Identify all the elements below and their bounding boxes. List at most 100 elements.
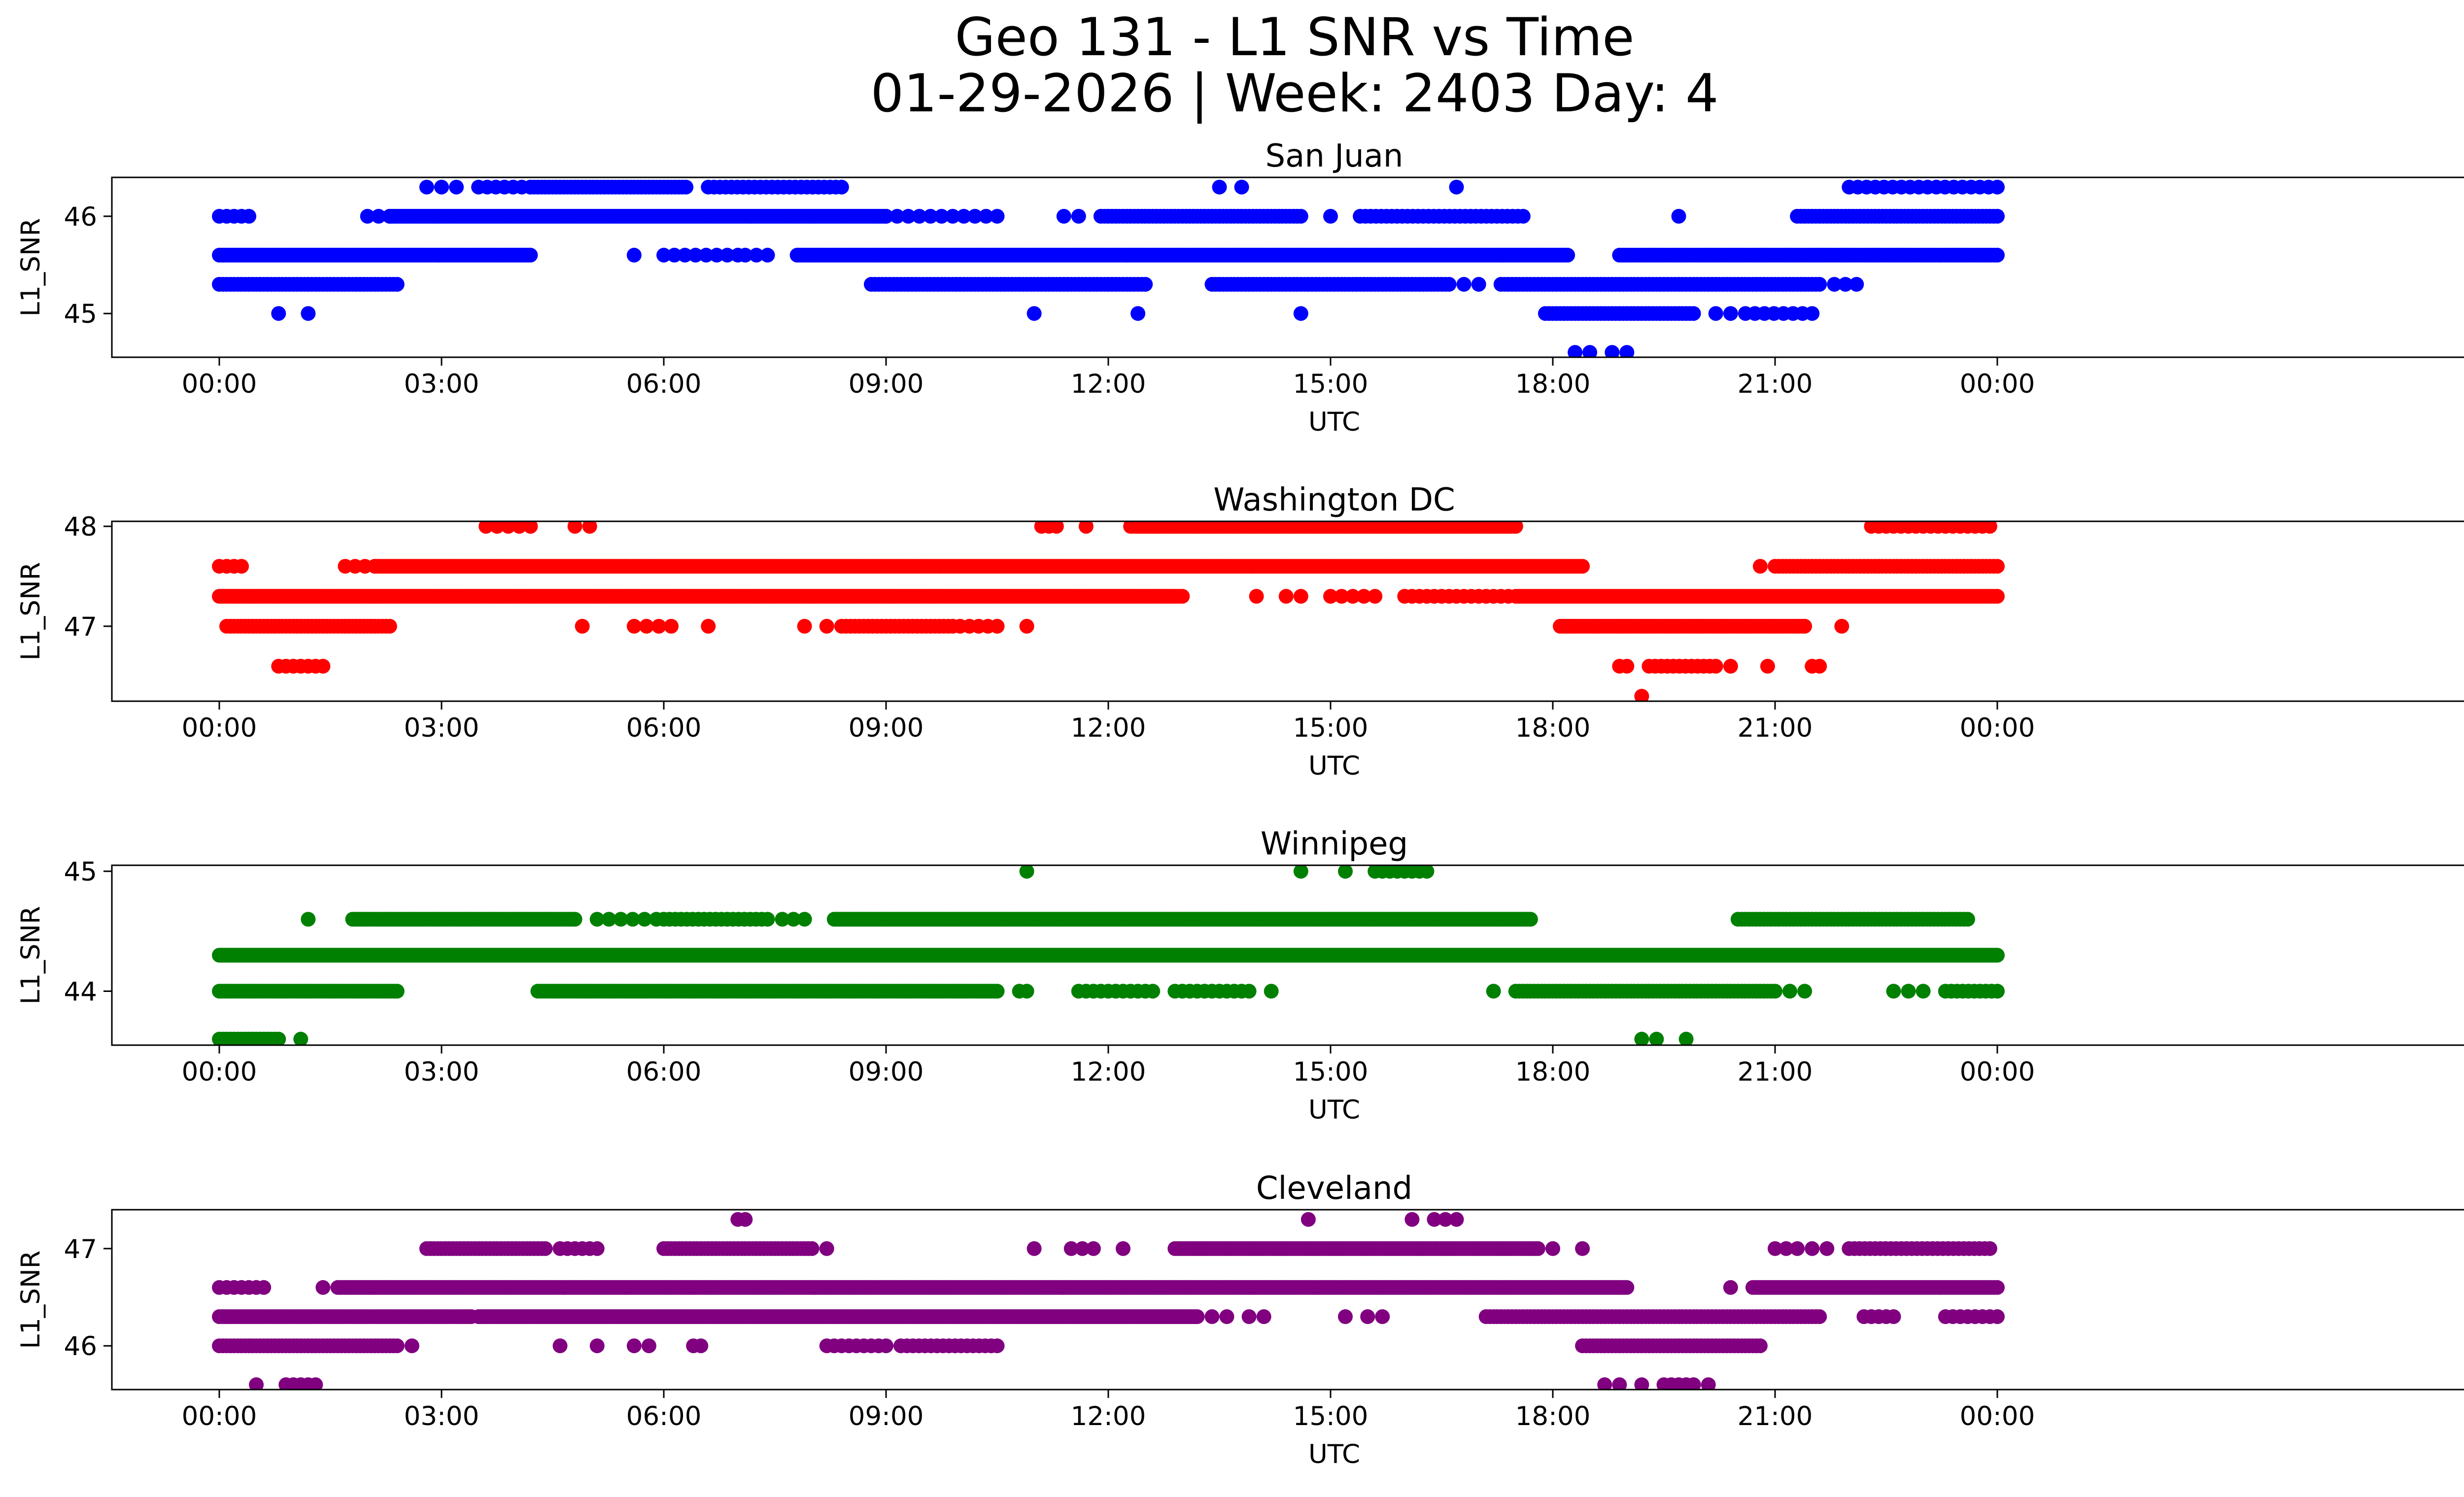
data-point bbox=[271, 306, 286, 321]
y-tick-label: 46 bbox=[64, 202, 97, 232]
y-axis-label: L1_SNR bbox=[16, 562, 46, 661]
data-point bbox=[1264, 984, 1279, 999]
x-tick-label: 06:00 bbox=[626, 369, 702, 399]
axes-frame bbox=[112, 177, 2464, 357]
data-point bbox=[1027, 306, 1042, 321]
data-point bbox=[1449, 180, 1464, 195]
data-point bbox=[1419, 864, 1434, 879]
x-tick-label: 00:00 bbox=[182, 713, 257, 743]
data-point bbox=[760, 912, 775, 927]
scatter-series bbox=[212, 519, 2005, 704]
data-point bbox=[1723, 306, 1738, 321]
data-point bbox=[1753, 559, 1768, 574]
y-axis-label: L1_SNR bbox=[16, 218, 46, 317]
panel-title: San Juan bbox=[1266, 138, 1403, 174]
data-point bbox=[1516, 209, 1531, 224]
data-point bbox=[1560, 248, 1575, 263]
data-point bbox=[390, 984, 405, 999]
x-tick-label: 21:00 bbox=[1738, 369, 1813, 399]
data-point bbox=[1242, 984, 1257, 999]
data-point bbox=[760, 248, 775, 263]
data-point bbox=[301, 912, 315, 927]
data-point bbox=[1294, 209, 1308, 224]
data-point bbox=[1368, 589, 1382, 604]
x-tick-label: 15:00 bbox=[1293, 369, 1369, 399]
data-point bbox=[1990, 209, 2005, 224]
data-point bbox=[1294, 589, 1308, 604]
data-point bbox=[1723, 659, 1738, 674]
data-point bbox=[797, 619, 812, 634]
panels-container: San Juan 00:00 03:00 06:00 09:00 12:00 15:00 18… bbox=[16, 138, 2464, 1469]
x-tick-label: 12:00 bbox=[1071, 369, 1146, 399]
data-point bbox=[1234, 180, 1249, 195]
x-tick-label: 18:00 bbox=[1515, 369, 1591, 399]
data-point bbox=[1990, 559, 2005, 574]
data-point bbox=[241, 209, 256, 224]
data-point bbox=[1130, 306, 1145, 321]
data-point bbox=[1175, 589, 1190, 604]
x-tick-label: 12:00 bbox=[1071, 713, 1146, 743]
panel-title: Washington DC bbox=[1213, 482, 1455, 518]
x-tick-label: 09:00 bbox=[849, 713, 924, 743]
x-tick-label: 00:00 bbox=[1960, 713, 2035, 743]
data-point bbox=[1249, 589, 1264, 604]
scatter-series bbox=[212, 180, 2005, 360]
data-point bbox=[1805, 306, 1819, 321]
data-point bbox=[1619, 659, 1634, 674]
data-point bbox=[1057, 209, 1071, 224]
data-point bbox=[1990, 180, 2005, 195]
x-tick-label: 09:00 bbox=[849, 369, 924, 399]
data-point bbox=[382, 619, 397, 634]
data-point bbox=[1812, 277, 1827, 292]
data-point bbox=[701, 619, 716, 634]
data-point bbox=[1760, 659, 1775, 674]
data-point bbox=[1990, 248, 2005, 263]
x-tick-label: 03:00 bbox=[404, 713, 479, 743]
data-point bbox=[234, 559, 249, 574]
data-point bbox=[1071, 209, 1086, 224]
y-tick-label: 45 bbox=[64, 299, 97, 329]
data-point bbox=[1442, 277, 1457, 292]
scatter-series bbox=[212, 864, 2005, 1047]
data-point bbox=[1138, 277, 1153, 292]
data-point bbox=[1990, 948, 2005, 963]
data-point bbox=[1990, 589, 2005, 604]
data-point bbox=[1145, 984, 1160, 999]
x-tick-label: 18:00 bbox=[1515, 713, 1591, 743]
data-point bbox=[1686, 306, 1701, 321]
x-tick-label: 00:00 bbox=[182, 369, 257, 399]
x-tick-label: 03:00 bbox=[404, 369, 479, 399]
data-point bbox=[568, 912, 582, 927]
chart-title-line1: Geo 131 - L1 SNR vs Time bbox=[955, 7, 1634, 68]
data-point bbox=[1212, 180, 1227, 195]
data-point bbox=[1812, 659, 1827, 674]
data-point bbox=[419, 180, 434, 195]
x-axis-label: UTC bbox=[1308, 751, 1360, 781]
x-tick-label: 15:00 bbox=[1293, 713, 1369, 743]
data-point bbox=[664, 619, 679, 634]
data-point bbox=[1323, 209, 1338, 224]
data-point bbox=[301, 306, 315, 321]
data-point bbox=[834, 180, 849, 195]
data-point bbox=[990, 209, 1005, 224]
data-point bbox=[1849, 277, 1864, 292]
data-point bbox=[575, 619, 590, 634]
data-point bbox=[1294, 306, 1308, 321]
data-point bbox=[1020, 619, 1034, 634]
data-point bbox=[1457, 277, 1472, 292]
data-point bbox=[679, 180, 693, 195]
panel-title: Winnipeg bbox=[1261, 826, 1408, 862]
data-point bbox=[1575, 559, 1590, 574]
y-tick-label: 48 bbox=[64, 512, 97, 542]
x-tick-label: 00:00 bbox=[1960, 369, 2035, 399]
data-point bbox=[1294, 864, 1308, 879]
data-point bbox=[820, 619, 834, 634]
axes-frame bbox=[112, 521, 2464, 701]
data-point bbox=[390, 277, 405, 292]
panel-san-juan: San Juan 00:00 03:00 06:00 09:00 12:00 15:00 18… bbox=[16, 138, 2464, 437]
data-point bbox=[1672, 209, 1686, 224]
data-point bbox=[1709, 306, 1723, 321]
